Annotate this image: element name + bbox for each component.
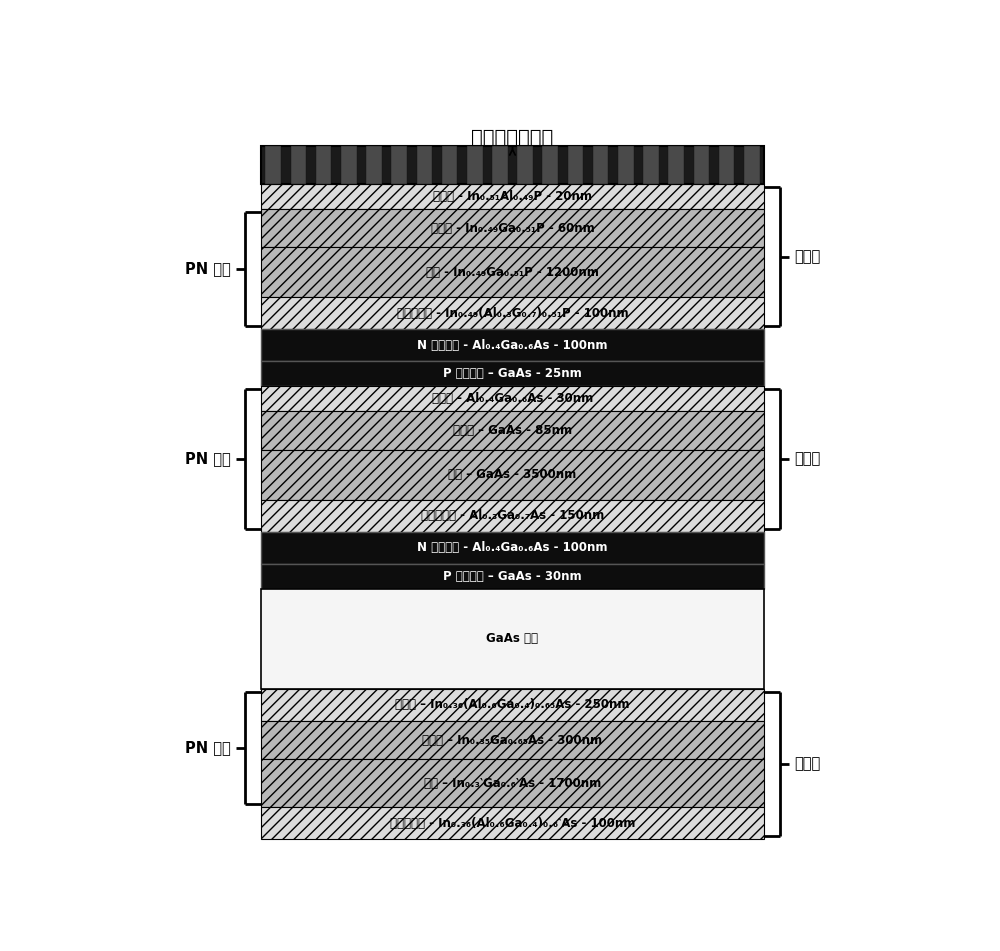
Bar xyxy=(719,146,734,184)
Bar xyxy=(517,146,533,184)
Text: 窗口层 - Al₀.₄Ga₀.₆As - 30nm: 窗口层 - Al₀.₄Ga₀.₆As - 30nm xyxy=(432,392,593,405)
Bar xyxy=(261,361,764,386)
Text: 窗口层 - In₀.₅₁Al₀.₄₉P - 20nm: 窗口层 - In₀.₅₁Al₀.₄₉P - 20nm xyxy=(433,189,592,203)
Bar xyxy=(261,564,764,589)
Bar xyxy=(261,589,764,689)
Text: N 型隧道结 - Al₀.₄Ga₀.₆As - 100nm: N 型隧道结 - Al₀.₄Ga₀.₆As - 100nm xyxy=(417,541,608,554)
Bar xyxy=(261,807,764,839)
Bar xyxy=(261,411,764,450)
Bar xyxy=(316,146,331,184)
Bar xyxy=(618,146,634,184)
Bar xyxy=(417,146,432,184)
Bar xyxy=(492,146,508,184)
Text: 基极 – In₀.₃‵Ga₀.₆‵As - 1700nm: 基极 – In₀.₃‵Ga₀.₆‵As - 1700nm xyxy=(424,777,601,790)
Text: 窗口层 – In₀.₃₆(Al₀.₆Ga₀.₄)₀.₆₅As - 250nm: 窗口层 – In₀.₃₆(Al₀.₆Ga₀.₄)₀.₆₅As - 250nm xyxy=(395,698,630,711)
Text: PN 结区: PN 结区 xyxy=(185,452,231,467)
Bar xyxy=(261,760,764,807)
Bar xyxy=(261,689,764,721)
Bar xyxy=(261,721,764,760)
Bar xyxy=(668,146,684,184)
Text: 第三结: 第三结 xyxy=(794,756,820,771)
Text: GaAs 衬底: GaAs 衬底 xyxy=(486,632,538,646)
Text: P 型隧道结 – GaAs - 25nm: P 型隧道结 – GaAs - 25nm xyxy=(443,367,582,380)
Text: 基极 – GaAs - 3500nm: 基极 – GaAs - 3500nm xyxy=(448,469,577,481)
Bar xyxy=(542,146,558,184)
Bar xyxy=(341,146,357,184)
Text: 背面反射层 - In₀.₃₆(Al₀.₆Ga₀.₄)₀.₆‵As - 100nm: 背面反射层 - In₀.₃₆(Al₀.₆Ga₀.₄)₀.₆‵As - 100nm xyxy=(390,817,635,829)
Text: 发射极 - In₀.₄₉Ga₀.₅₁P - 60nm: 发射极 - In₀.₄₉Ga₀.₅₁P - 60nm xyxy=(431,222,594,235)
Bar xyxy=(261,532,764,564)
Text: 透射型相位光栅: 透射型相位光栅 xyxy=(471,128,554,147)
Bar xyxy=(694,146,709,184)
Bar xyxy=(568,146,583,184)
Bar xyxy=(744,146,760,184)
Text: 基极 - In₀.₄₉Ga₀.₅₁P - 1200nm: 基极 - In₀.₄₉Ga₀.₅₁P - 1200nm xyxy=(426,266,599,279)
Bar xyxy=(391,146,407,184)
Bar xyxy=(261,184,764,208)
Bar xyxy=(643,146,659,184)
Text: 背面反射层 - In₀.₄₉(Al₀.₃G₀.₇)₀.₅₁P - 100nm: 背面反射层 - In₀.₄₉(Al₀.₃G₀.₇)₀.₅₁P - 100nm xyxy=(397,307,628,320)
Text: 发射极 – In₀.₃₅Ga₀.₆₅As - 300nm: 发射极 – In₀.₃₅Ga₀.₆₅As - 300nm xyxy=(422,733,603,747)
Bar xyxy=(593,146,608,184)
Text: 第一结: 第一结 xyxy=(794,249,820,264)
Bar xyxy=(442,146,457,184)
Text: 发射极 – GaAs - 85nm: 发射极 – GaAs - 85nm xyxy=(453,424,572,437)
Bar xyxy=(261,386,764,411)
Text: P 型隧道结 – GaAs - 30nm: P 型隧道结 – GaAs - 30nm xyxy=(443,570,582,583)
Bar xyxy=(467,146,483,184)
Text: 背面反射层 - Al₀.₃Ga₀.₇As - 150nm: 背面反射层 - Al₀.₃Ga₀.₇As - 150nm xyxy=(421,510,604,522)
Bar xyxy=(261,146,764,184)
Text: PN 结区: PN 结区 xyxy=(185,262,231,277)
Bar xyxy=(261,247,764,298)
Bar xyxy=(291,146,306,184)
Bar xyxy=(261,329,764,361)
Text: N 型隧道结 - Al₀.₄Ga₀.₆As - 100nm: N 型隧道结 - Al₀.₄Ga₀.₆As - 100nm xyxy=(417,339,608,352)
Text: 第二结: 第二结 xyxy=(794,452,820,467)
Bar xyxy=(261,450,764,500)
Bar xyxy=(265,146,281,184)
Bar xyxy=(366,146,382,184)
Bar xyxy=(261,208,764,247)
Text: PN 结区: PN 结区 xyxy=(185,741,231,755)
Bar xyxy=(261,500,764,532)
Bar xyxy=(261,298,764,329)
